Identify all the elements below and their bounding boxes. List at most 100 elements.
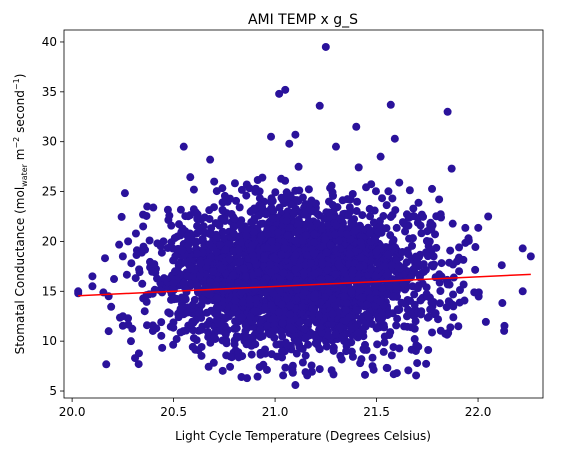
y-tick-label: 5 xyxy=(49,384,57,398)
scatter-point xyxy=(323,266,332,275)
scatter-point xyxy=(258,219,267,228)
scatter-point xyxy=(321,42,330,51)
scatter-point xyxy=(518,244,527,253)
scatter-point xyxy=(256,325,265,334)
scatter-point xyxy=(471,243,480,252)
scatter-point xyxy=(455,298,464,307)
scatter-point xyxy=(234,278,243,287)
scatter-point xyxy=(403,322,412,331)
scatter-point xyxy=(459,255,468,264)
scatter-point xyxy=(197,342,206,351)
scatter-point xyxy=(459,280,468,289)
scatter-point xyxy=(347,287,356,296)
scatter-point xyxy=(178,246,187,255)
scatter-point xyxy=(424,346,433,355)
scatter-point xyxy=(306,259,315,268)
scatter-point xyxy=(355,286,364,295)
scatter-point xyxy=(237,185,246,194)
scatter-point xyxy=(311,339,320,348)
scatter-point xyxy=(139,242,148,251)
scatter-point xyxy=(237,288,246,297)
scatter-point xyxy=(372,248,381,257)
scatter-point xyxy=(294,220,303,229)
scatter-point xyxy=(190,295,199,304)
scatter-point xyxy=(135,265,144,274)
scatter-point xyxy=(291,130,300,139)
scatter-point xyxy=(380,323,389,332)
scatter-point xyxy=(470,288,479,297)
scatter-point xyxy=(526,252,535,261)
y-tick-label: 20 xyxy=(42,234,57,248)
scatter-point xyxy=(257,202,266,211)
scatter-point xyxy=(229,229,238,238)
scatter-point xyxy=(368,362,377,371)
scatter-point xyxy=(395,344,404,353)
scatter-point xyxy=(410,290,419,299)
scatter-point xyxy=(372,324,381,333)
scatter-point xyxy=(176,205,185,214)
scatter-point xyxy=(197,325,206,334)
x-tick-label: 20.0 xyxy=(59,405,86,419)
scatter-point xyxy=(235,203,244,212)
scatter-point xyxy=(110,275,119,284)
scatter-point xyxy=(382,290,391,299)
scatter-point xyxy=(383,250,392,259)
scatter-point xyxy=(138,279,147,288)
scatter-point xyxy=(294,226,303,235)
scatter-point xyxy=(429,297,438,306)
scatter-point xyxy=(232,196,241,205)
scatter-point xyxy=(437,259,446,268)
scatter-point xyxy=(408,234,417,243)
scatter-point xyxy=(191,208,200,217)
scatter-point xyxy=(413,257,422,266)
scatter-point xyxy=(212,233,221,242)
scatter-point xyxy=(205,214,214,223)
scatter-point xyxy=(142,297,151,306)
scatter-point xyxy=(209,267,218,276)
scatter-point xyxy=(304,185,313,194)
scatter-point xyxy=(330,230,339,239)
scatter-point xyxy=(432,243,441,252)
plot-frame xyxy=(63,29,544,399)
scatter-point xyxy=(131,354,140,363)
scatter-point xyxy=(206,278,215,287)
scatter-point xyxy=(406,310,415,319)
scatter-point xyxy=(300,324,309,333)
scatter-point xyxy=(404,213,413,222)
scatter-point xyxy=(310,230,319,239)
scatter-point xyxy=(183,271,192,280)
scatter-point xyxy=(347,324,356,333)
scatter-point xyxy=(203,320,212,329)
scatter-point xyxy=(219,280,228,289)
scatter-point xyxy=(179,142,188,151)
scatter-point xyxy=(157,248,166,257)
scatter-point xyxy=(291,236,300,245)
scatter-point xyxy=(441,329,450,338)
scatter-point xyxy=(254,211,263,220)
scatter-point xyxy=(205,230,214,239)
scatter-point xyxy=(170,294,179,303)
scatter-point xyxy=(255,363,264,372)
scatter-point xyxy=(422,236,431,245)
scatter-point xyxy=(148,321,157,330)
scatter-point xyxy=(311,199,320,208)
scatter-point xyxy=(186,320,195,329)
scatter-point xyxy=(250,307,259,316)
scatter-point xyxy=(118,252,127,261)
scatter-point xyxy=(461,223,470,232)
scatter-point xyxy=(323,274,332,283)
scatter-point xyxy=(371,187,380,196)
scatter-point xyxy=(117,212,126,221)
scatter-point xyxy=(131,229,140,238)
scatter-point xyxy=(307,222,316,231)
scatter-point xyxy=(115,240,124,249)
scatter-point xyxy=(310,238,319,247)
scatter-point xyxy=(127,259,136,268)
scatter-point xyxy=(414,198,423,207)
scatter-point xyxy=(260,288,269,297)
scatter-point xyxy=(285,272,294,281)
scatter-point xyxy=(230,214,239,223)
scatter-point xyxy=(169,340,178,349)
scatter-point xyxy=(362,183,371,192)
